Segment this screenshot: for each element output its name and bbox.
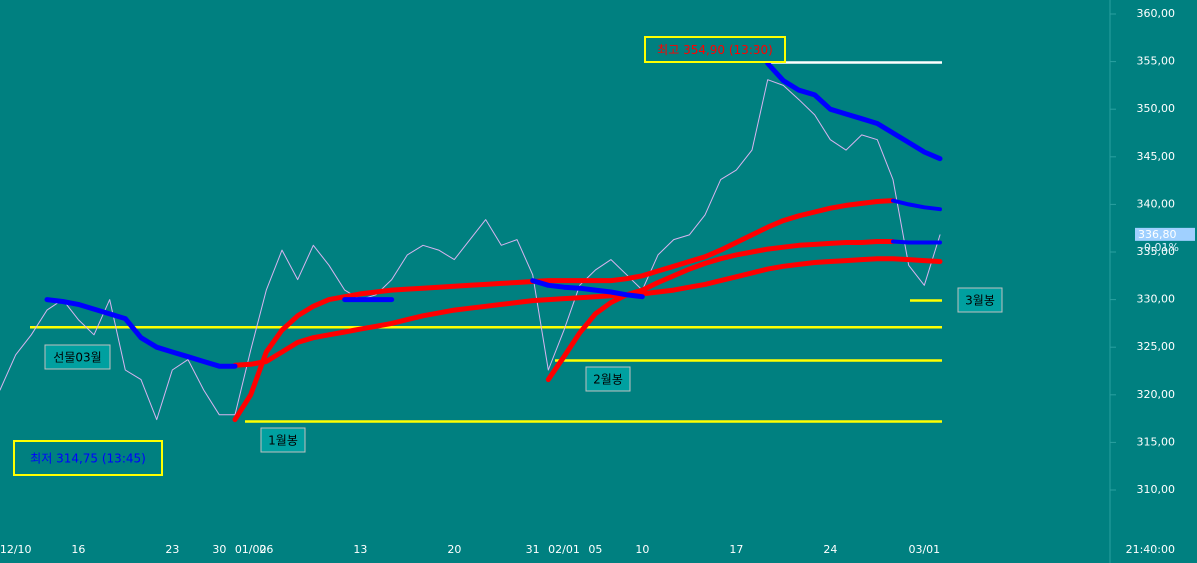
x-tick-label: 10 xyxy=(635,543,649,556)
y-tick-label: 325,00 xyxy=(1137,340,1176,353)
annotation-box xyxy=(644,36,786,63)
x-tick-label: 31 xyxy=(526,543,540,556)
x-tick-label: 12/10 xyxy=(0,543,32,556)
annotation-box xyxy=(44,344,111,370)
x-tick-label: 20 xyxy=(447,543,461,556)
last-price: 336,80 xyxy=(1138,228,1177,241)
annotation: 3월봉 xyxy=(965,294,995,308)
y-tick-label: 315,00 xyxy=(1137,435,1176,448)
y-tick-label: 330,00 xyxy=(1137,293,1176,306)
x-tick-label: 03/01 xyxy=(908,543,940,556)
moving-average xyxy=(891,198,942,212)
annotation-box xyxy=(260,427,306,453)
y-tick-label: 350,00 xyxy=(1137,102,1176,115)
moving-average xyxy=(232,198,896,423)
x-tick-label: 01/02 xyxy=(235,543,267,556)
price-line xyxy=(0,79,941,421)
y-tick-label: 355,00 xyxy=(1137,55,1176,68)
y-tick-label: 335,00 xyxy=(1137,245,1176,258)
annotation: 최고 354,90 (13:30) xyxy=(657,43,773,57)
x-tick-label: 16 xyxy=(71,543,85,556)
annotation-box xyxy=(585,366,631,392)
y-tick-label: 360,00 xyxy=(1137,7,1176,20)
y-tick-label: 320,00 xyxy=(1137,388,1176,401)
x-tick-label: 24 xyxy=(823,543,837,556)
annotation: 선물03월 xyxy=(53,351,101,365)
x-tick-label: 05 xyxy=(588,543,602,556)
annotation-box xyxy=(13,440,163,476)
x-tick-label: 23 xyxy=(165,543,179,556)
moving-average xyxy=(44,61,943,369)
annotation-box xyxy=(957,287,1003,313)
x-tick-label: 02/01 xyxy=(548,543,580,556)
annotation: 2월봉 xyxy=(593,373,623,387)
annotation: 1월봉 xyxy=(268,434,298,448)
y-tick-label: 345,00 xyxy=(1137,150,1176,163)
change: -0,01% xyxy=(1140,241,1179,254)
x-tick-label: 17 xyxy=(729,543,743,556)
y-tick-label: 340,00 xyxy=(1137,197,1176,210)
y-tick-label: 310,00 xyxy=(1137,483,1176,496)
x-tick-label: 30 xyxy=(212,543,226,556)
moving-average xyxy=(891,239,942,245)
last-price-box xyxy=(1135,227,1195,241)
x-tick-label: 06 xyxy=(259,543,273,556)
annotation: 최저 314,75 (13:45) xyxy=(30,452,146,466)
time-label: 21:40:00 xyxy=(1126,543,1175,556)
x-tick-label: 13 xyxy=(353,543,367,556)
moving-average xyxy=(545,239,896,383)
moving-average xyxy=(232,256,943,368)
